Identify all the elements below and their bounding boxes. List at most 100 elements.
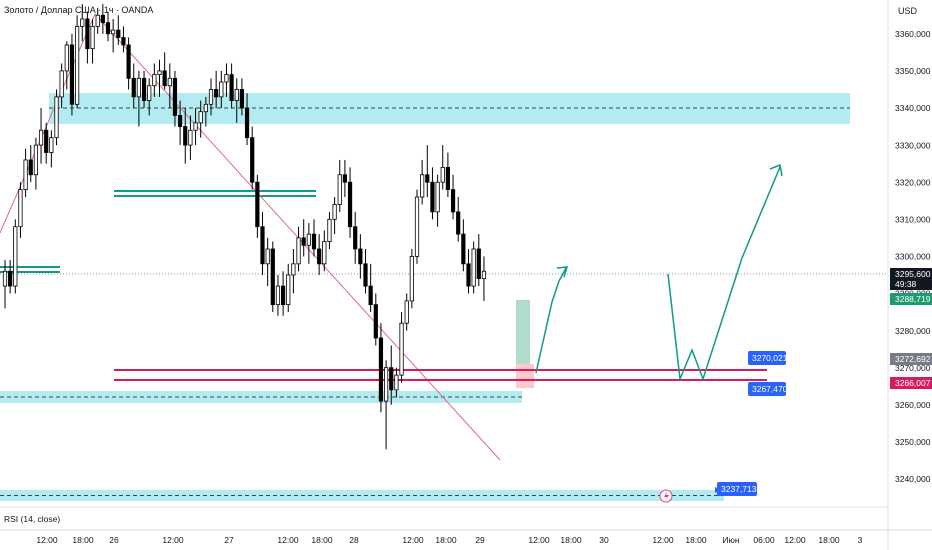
- candle-down[interactable]: [229, 74, 234, 101]
- gray-price-tag[interactable]: [890, 353, 932, 365]
- candle-down[interactable]: [311, 233, 317, 250]
- candle-down[interactable]: [461, 233, 466, 265]
- candle-up[interactable]: [208, 89, 214, 105]
- candle-down[interactable]: [214, 89, 219, 98]
- candle-up[interactable]: [95, 14, 100, 27]
- candle-down[interactable]: [100, 14, 105, 24]
- bullish-order-block[interactable]: [516, 300, 530, 364]
- candle-up[interactable]: [198, 111, 203, 124]
- candle-down[interactable]: [44, 129, 49, 153]
- falling-trendline[interactable]: [94, 13, 501, 461]
- candle-down[interactable]: [244, 107, 250, 139]
- candle-up[interactable]: [33, 144, 39, 176]
- candle-up[interactable]: [409, 255, 414, 302]
- candle-up[interactable]: [157, 70, 162, 76]
- candle-up[interactable]: [23, 159, 28, 191]
- candle-down[interactable]: [353, 226, 358, 250]
- candle-down[interactable]: [126, 44, 131, 79]
- candle-up[interactable]: [234, 89, 239, 101]
- candle-up[interactable]: [481, 270, 487, 280]
- candle-down[interactable]: [141, 77, 147, 101]
- candle-up[interactable]: [224, 74, 229, 83]
- candle-down[interactable]: [255, 181, 260, 228]
- candle-up[interactable]: [332, 204, 337, 220]
- red-price-tag[interactable]: [890, 377, 932, 389]
- candle-down[interactable]: [445, 166, 451, 191]
- candle-up[interactable]: [306, 233, 311, 246]
- candle-down[interactable]: [177, 115, 183, 127]
- candle-up[interactable]: [322, 241, 327, 265]
- candle-up[interactable]: [18, 189, 23, 228]
- candle-up[interactable]: [54, 96, 59, 139]
- candle-down[interactable]: [378, 337, 384, 402]
- candle-up[interactable]: [435, 181, 440, 213]
- candle-up[interactable]: [38, 129, 44, 146]
- candle-up[interactable]: [64, 44, 69, 72]
- candle-down[interactable]: [425, 174, 430, 183]
- candle-down[interactable]: [162, 70, 167, 87]
- candle-up[interactable]: [440, 166, 445, 183]
- candle-up[interactable]: [420, 174, 425, 198]
- candle-up[interactable]: [59, 70, 64, 98]
- candle-down[interactable]: [121, 37, 126, 46]
- candle-up[interactable]: [471, 248, 476, 287]
- candle-up[interactable]: [111, 29, 116, 35]
- candle-down[interactable]: [172, 77, 178, 116]
- candle-up[interactable]: [147, 85, 152, 101]
- candle-up[interactable]: [404, 300, 409, 324]
- candle-down[interactable]: [260, 226, 265, 265]
- candle-up[interactable]: [399, 322, 404, 376]
- candle-down[interactable]: [116, 29, 121, 38]
- candle-down[interactable]: [317, 248, 322, 265]
- bearish-order-block[interactable]: [516, 364, 534, 388]
- candle-up[interactable]: [296, 237, 301, 265]
- candle-up[interactable]: [414, 196, 420, 257]
- candle-up[interactable]: [291, 263, 296, 276]
- lower-demand-zone[interactable]: [0, 490, 724, 501]
- candle-up[interactable]: [13, 226, 18, 287]
- projection-path-short[interactable]: [535, 267, 567, 374]
- candle-down[interactable]: [358, 248, 363, 265]
- candle-up[interactable]: [136, 77, 141, 98]
- candle-up[interactable]: [193, 122, 198, 131]
- candle-down[interactable]: [389, 367, 394, 391]
- candle-down[interactable]: [85, 18, 90, 50]
- candle-down[interactable]: [69, 44, 75, 105]
- candle-down[interactable]: [368, 285, 373, 306]
- candle-down[interactable]: [270, 248, 275, 306]
- candle-up[interactable]: [152, 74, 157, 87]
- level-tag-bottom[interactable]: [748, 382, 786, 396]
- candle-down[interactable]: [456, 211, 461, 235]
- candle-down[interactable]: [342, 174, 348, 183]
- current-price-tag[interactable]: [890, 268, 932, 290]
- candle-down[interactable]: [183, 126, 188, 146]
- candle-down[interactable]: [363, 263, 368, 287]
- candle-down[interactable]: [373, 304, 378, 339]
- candle-up[interactable]: [75, 25, 80, 105]
- level-tag-top[interactable]: [748, 351, 786, 365]
- candle-up[interactable]: [327, 218, 332, 242]
- candle-up[interactable]: [286, 274, 291, 306]
- candle-down[interactable]: [239, 89, 244, 109]
- candle-up[interactable]: [383, 367, 389, 402]
- candle-up[interactable]: [265, 248, 270, 265]
- candle-down[interactable]: [8, 270, 13, 287]
- candle-up[interactable]: [394, 374, 399, 391]
- candle-up[interactable]: [219, 81, 224, 98]
- candle-down[interactable]: [450, 189, 456, 213]
- candle-up[interactable]: [80, 18, 85, 27]
- candle-up[interactable]: [275, 285, 281, 306]
- candle-up[interactable]: [188, 129, 193, 146]
- candle-down[interactable]: [430, 181, 435, 213]
- green-price-tag[interactable]: [890, 293, 932, 305]
- candle-down[interactable]: [301, 237, 306, 246]
- candle-up[interactable]: [203, 103, 208, 113]
- candle-down[interactable]: [28, 159, 33, 176]
- candle-down[interactable]: [476, 248, 481, 280]
- candle-down[interactable]: [105, 22, 111, 35]
- candle-down[interactable]: [347, 181, 353, 228]
- candle-up[interactable]: [90, 25, 95, 50]
- level-tag-low[interactable]: [717, 482, 757, 496]
- candle-down[interactable]: [131, 77, 136, 98]
